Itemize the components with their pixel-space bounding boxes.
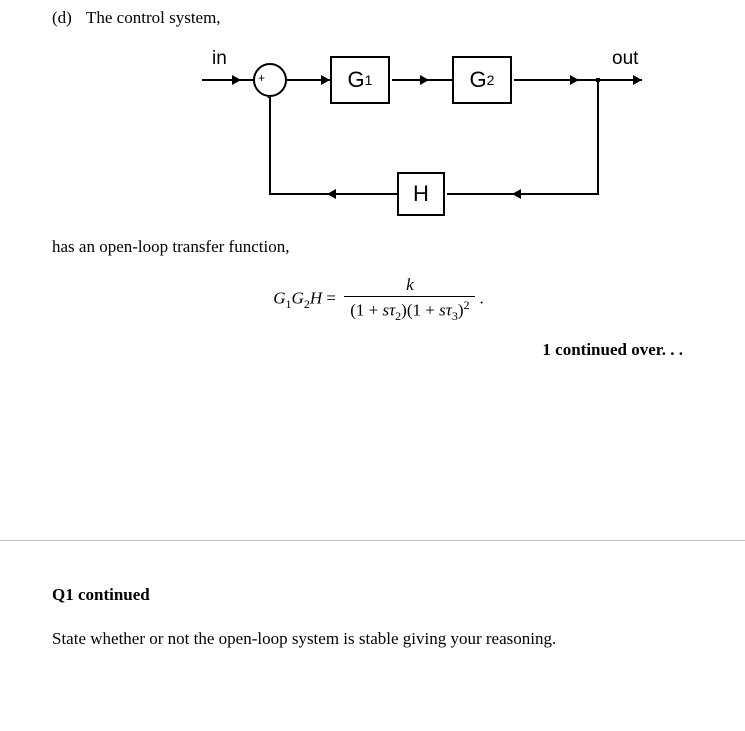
block-g2: G2 bbox=[452, 56, 512, 104]
arrow-fb-to-h bbox=[512, 189, 521, 199]
den-open1: (1 + bbox=[350, 301, 382, 320]
continued-over-banner: 1 continued over. . . bbox=[52, 340, 683, 360]
eq-g2: G bbox=[292, 288, 304, 307]
in-label: in bbox=[212, 48, 227, 70]
eq-g1: G bbox=[273, 288, 285, 307]
g1-name: G bbox=[348, 67, 365, 93]
block-h: H bbox=[397, 172, 445, 216]
equation: G1G2H = k (1 + sτ2)(1 + sτ3)2 . bbox=[52, 275, 705, 324]
arrow-fb-left bbox=[327, 189, 336, 199]
den-exp: 2 bbox=[463, 298, 469, 312]
arrow-in bbox=[232, 75, 241, 85]
eq-denominator: (1 + sτ2)(1 + sτ3)2 bbox=[344, 296, 475, 324]
eq-period: . bbox=[479, 288, 483, 307]
part-intro: The control system, bbox=[86, 8, 221, 27]
arrow-out bbox=[633, 75, 642, 85]
block-g1: G1 bbox=[330, 56, 390, 104]
out-label: out bbox=[612, 48, 638, 70]
eq-equals: = bbox=[322, 288, 340, 307]
wire-fb-right bbox=[447, 193, 599, 195]
arrow-pre-tap bbox=[570, 75, 579, 85]
den-s2: s bbox=[439, 301, 446, 320]
q1-continued-heading: Q1 continued bbox=[52, 585, 705, 605]
g2-name: G bbox=[470, 67, 487, 93]
wire-fb-up bbox=[269, 97, 271, 195]
block-diagram: in + - G1 G2 out bbox=[172, 42, 652, 227]
eq-h: H bbox=[310, 288, 322, 307]
post-diagram-text: has an open-loop transfer function, bbox=[52, 237, 705, 257]
den-close1: )(1 + bbox=[401, 301, 439, 320]
arrow-to-g1 bbox=[321, 75, 330, 85]
arrow-mid-forward bbox=[420, 75, 429, 85]
h-name: H bbox=[413, 181, 429, 207]
final-instruction: State whether or not the open-loop syste… bbox=[52, 629, 705, 649]
wire-tap-down bbox=[597, 79, 599, 195]
wire-in bbox=[202, 79, 254, 81]
part-label: (d) bbox=[52, 8, 82, 28]
eq-numerator: k bbox=[344, 275, 475, 296]
sum-plus: + bbox=[258, 71, 265, 85]
